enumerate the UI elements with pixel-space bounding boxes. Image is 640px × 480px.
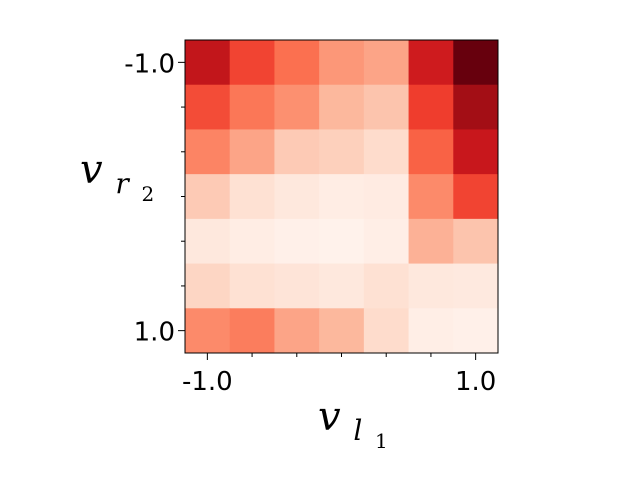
- x-axis-label-subsubscript: 1: [375, 429, 388, 453]
- heatmap-cell: [319, 174, 365, 220]
- heatmap-cell: [408, 218, 454, 265]
- x-axis-label-subscript: l: [353, 414, 362, 447]
- heatmap-cell: [185, 263, 231, 309]
- heatmap-cell: [363, 174, 410, 220]
- heatmap-cell: [274, 218, 320, 265]
- y-axis-label-subsubscript: 2: [141, 182, 154, 206]
- heatmap-cell: [229, 40, 275, 86]
- heatmap-cell: [229, 84, 275, 130]
- heatmap-cell: [363, 129, 410, 175]
- heatmap-cell: [319, 263, 365, 309]
- heatmap-cell: [453, 40, 499, 86]
- heatmap-cell: [229, 263, 275, 309]
- heatmap-cell: [274, 129, 320, 175]
- heatmap-cell: [185, 84, 231, 130]
- heatmap-cell: [408, 263, 454, 309]
- tick-marks: [178, 61, 477, 360]
- heatmap-cell: [319, 129, 365, 175]
- heatmap-cell: [274, 40, 320, 86]
- heatmap-cell: [363, 84, 410, 130]
- y-axis-label: v r 2: [80, 147, 154, 206]
- heatmap-cell: [185, 174, 231, 220]
- heatmap-cell: [453, 174, 499, 220]
- heatmap-cell: [408, 84, 454, 130]
- heatmap-cell: [363, 218, 410, 265]
- heatmap-cell: [274, 263, 320, 309]
- heatmap-cell: [408, 129, 454, 175]
- heatmap-cell: [453, 129, 499, 175]
- heatmap-cell: [453, 308, 499, 354]
- heatmap-cell: [274, 174, 320, 220]
- y-axis-label-main: v: [80, 147, 103, 193]
- heatmap-cell: [319, 40, 365, 86]
- x-axis-label-main: v: [318, 394, 341, 440]
- y-tick-label-min: -1.0: [124, 49, 175, 79]
- heatmap-cell: [408, 174, 454, 220]
- heatmap-cell: [274, 308, 320, 354]
- x-tick-label-min: -1.0: [182, 367, 233, 397]
- x-tick-label-max: 1.0: [455, 367, 496, 397]
- heatmap-cell: [319, 308, 365, 354]
- heatmap-cell: [453, 263, 499, 309]
- heatmap-cell: [319, 84, 365, 130]
- heatmap-cell: [185, 129, 231, 175]
- heatmap-cell: [408, 40, 454, 86]
- heatmap-cell: [408, 308, 454, 354]
- heatmap-cell: [453, 218, 499, 265]
- heatmap-cell: [363, 40, 410, 86]
- heatmap-cell: [453, 84, 499, 130]
- y-tick-label-max: 1.0: [134, 318, 175, 348]
- heatmap-cell: [274, 84, 320, 130]
- heatmap-cell: [229, 174, 275, 220]
- heatmap-cell: [185, 308, 231, 354]
- heatmap-cells: [185, 40, 499, 354]
- heatmap-cell: [229, 308, 275, 354]
- heatmap-cell: [185, 218, 231, 265]
- heatmap-cell: [229, 218, 275, 265]
- heatmap-cell: [319, 218, 365, 265]
- heatmap-cell: [185, 40, 231, 86]
- heatmap-cell: [229, 129, 275, 175]
- heatmap-cell: [363, 308, 410, 354]
- y-axis-label-subscript: r: [115, 167, 130, 200]
- heatmap-cell: [363, 263, 410, 309]
- x-axis-label: v l 1: [318, 394, 388, 453]
